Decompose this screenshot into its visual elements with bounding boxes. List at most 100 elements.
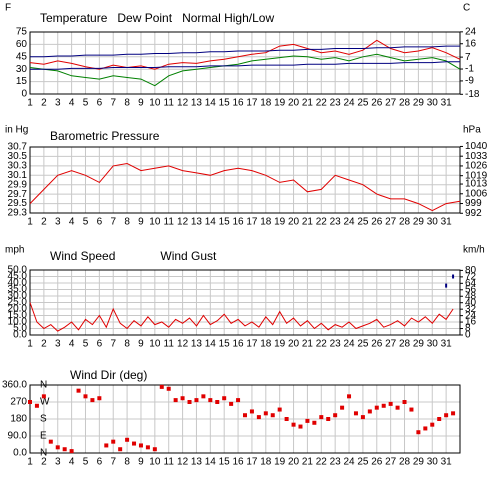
point — [229, 401, 234, 406]
x-tick-label: 7 — [110, 98, 116, 109]
point — [55, 445, 60, 450]
x-tick-label: 5 — [83, 98, 89, 109]
x-tick-label: 3 — [55, 98, 61, 109]
point — [208, 398, 213, 403]
x-tick-label: 15 — [219, 98, 231, 109]
x-tick-label: 11 — [164, 339, 175, 350]
chart-title: Barometric Pressure — [50, 129, 160, 143]
y-tick-label: 29.3 — [8, 208, 28, 219]
x-tick-label: 10 — [149, 339, 161, 350]
point — [367, 409, 372, 414]
point — [263, 411, 268, 416]
x-tick-label: 20 — [288, 217, 300, 228]
x-tick-label: 22 — [316, 217, 328, 228]
x-tick-label: 20 — [288, 339, 300, 350]
y2-tick-label: 64 — [465, 278, 477, 289]
point — [430, 422, 435, 427]
point — [194, 398, 199, 403]
x-tick-label: 3 — [55, 339, 61, 350]
plot-border — [29, 146, 461, 214]
legend-entry: Normal High/Low — [182, 11, 274, 25]
x-tick-label: 13 — [191, 457, 203, 468]
y-axis-unit: in Hg — [5, 125, 28, 136]
point — [416, 430, 421, 435]
point — [374, 405, 379, 410]
x-tick-label: 27 — [385, 98, 397, 109]
point — [69, 449, 74, 454]
x-tick-label: 24 — [343, 217, 355, 228]
x-tick-label: 25 — [357, 457, 369, 468]
point — [243, 413, 247, 418]
y2-axis-unit: km/h — [463, 245, 485, 256]
y-axis-unit: mph — [5, 245, 24, 256]
point — [298, 424, 303, 429]
x-tick-label: 6 — [97, 217, 103, 228]
x-tick-label: 1 — [27, 98, 33, 109]
x-tick-label: 14 — [205, 98, 217, 109]
x-tick-label: 16 — [233, 457, 245, 468]
x-tick-label: 23 — [330, 339, 342, 350]
point — [104, 443, 109, 448]
x-tick-label: 28 — [399, 217, 411, 228]
point — [444, 413, 449, 418]
compass-label: S — [40, 414, 47, 425]
x-tick-label: 29 — [413, 98, 425, 109]
x-tick-label: 1 — [27, 457, 33, 468]
x-tick-label: 23 — [330, 457, 342, 468]
y-tick-label: 45.0 — [8, 271, 28, 282]
y-tick-label: 90.0 — [8, 431, 28, 442]
y2-tick-label: 1019 — [465, 170, 488, 181]
y-tick-label: 5.0 — [13, 323, 27, 334]
y-tick-label: 40.0 — [8, 278, 28, 289]
y-tick-label: 30.0 — [8, 291, 28, 302]
series-line — [30, 45, 460, 58]
point — [76, 388, 81, 393]
y-tick-label: 45 — [16, 51, 28, 62]
x-tick-label: 31 — [441, 98, 453, 109]
x-tick-label: 26 — [371, 98, 383, 109]
x-tick-label: 13 — [191, 339, 203, 350]
x-tick-label: 10 — [149, 457, 161, 468]
x-tick-label: 9 — [138, 217, 144, 228]
compass-label: W — [40, 397, 50, 408]
point — [381, 403, 386, 408]
y-tick-label: 0.0 — [13, 448, 27, 459]
point — [62, 447, 67, 452]
point — [118, 447, 123, 452]
y-tick-label: 10.0 — [8, 317, 28, 328]
x-tick-label: 8 — [124, 217, 130, 228]
x-tick-label: 15 — [219, 217, 231, 228]
y2-tick-label: 1033 — [465, 151, 488, 162]
x-tick-label: 29 — [413, 217, 425, 228]
x-tick-label: 10 — [149, 98, 161, 109]
point — [395, 405, 400, 410]
compass-label: N — [40, 448, 47, 459]
y-tick-label: 20.0 — [8, 304, 28, 315]
x-tick-label: 12 — [177, 457, 189, 468]
point — [34, 403, 39, 408]
x-tick-label: 19 — [274, 98, 286, 109]
x-tick-label: 25 — [357, 98, 369, 109]
point — [159, 384, 164, 389]
x-tick-label: 12 — [177, 339, 189, 350]
plot-border — [29, 384, 461, 454]
x-tick-label: 17 — [246, 339, 258, 350]
x-tick-label: 31 — [441, 339, 453, 350]
point — [28, 400, 32, 404]
y2-tick-label: 48 — [465, 291, 477, 302]
x-tick-label: 26 — [371, 217, 383, 228]
x-tick-label: 9 — [138, 457, 144, 468]
x-tick-label: 3 — [55, 457, 61, 468]
x-tick-label: 26 — [371, 457, 383, 468]
point — [451, 411, 456, 416]
x-tick-label: 25 — [357, 339, 369, 350]
point — [236, 398, 241, 403]
x-tick-label: 11 — [164, 457, 175, 468]
x-tick-label: 5 — [83, 457, 89, 468]
y2-tick-label: 80 — [465, 265, 477, 276]
x-tick-label: 30 — [427, 98, 439, 109]
gust-marker — [445, 283, 448, 288]
legend-entry: Wind Speed — [50, 249, 115, 263]
x-tick-label: 6 — [97, 457, 103, 468]
x-tick-label: 2 — [41, 98, 47, 109]
